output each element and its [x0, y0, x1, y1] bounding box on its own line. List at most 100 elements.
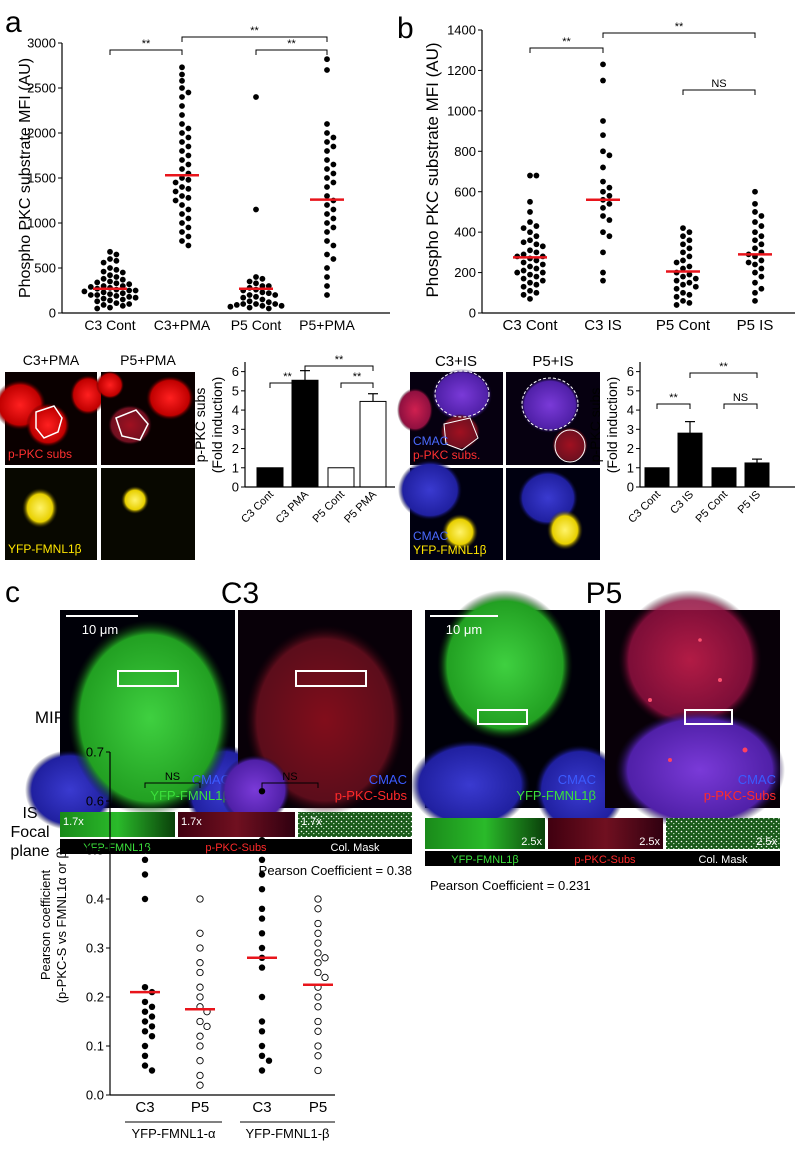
data-point: [314, 959, 322, 967]
significance-bracket: [529, 47, 604, 53]
data-point: [196, 983, 204, 991]
data-point: [324, 130, 330, 136]
strip-label: p-PKC-Subs: [574, 854, 636, 866]
data-point: [606, 152, 613, 159]
data-point: [258, 871, 266, 878]
data-point: [324, 251, 330, 258]
zoom-label: 1.7x: [301, 816, 322, 828]
data-point: [258, 837, 266, 844]
data-point: [686, 253, 693, 260]
data-point: [527, 287, 533, 294]
data-point: [246, 292, 253, 298]
data-point: [258, 1018, 266, 1025]
data-point: [324, 157, 330, 163]
significance-label: **: [675, 21, 684, 33]
x-tick-label: P5 Cont: [694, 489, 731, 526]
data-point: [141, 1062, 149, 1069]
data-point: [324, 238, 330, 244]
data-point: [185, 134, 192, 141]
data-point: [246, 298, 253, 305]
data-point: [600, 229, 606, 236]
data-point: [533, 172, 540, 179]
data-point: [141, 1028, 149, 1035]
data-point: [172, 197, 179, 204]
significance-bracket: [109, 49, 183, 55]
data-point: [527, 219, 533, 225]
data-point: [606, 184, 613, 191]
data-point: [752, 200, 758, 207]
data-point: [196, 895, 204, 903]
data-point: [606, 233, 613, 240]
data-point: [107, 265, 113, 271]
x-tick-label: P5 IS: [737, 317, 774, 334]
x-tick-label: C3 PMA: [274, 488, 312, 526]
significance-bracket: [689, 372, 758, 378]
data-point: [600, 132, 606, 139]
data-point: [185, 242, 192, 249]
data-point: [321, 973, 329, 982]
x-tick-label: C3 Cont: [84, 317, 135, 333]
data-point: [600, 269, 606, 276]
data-point: [107, 272, 113, 279]
data-point: [246, 304, 253, 311]
data-point: [758, 213, 765, 219]
y-axis-label: Phospho PKC substrate MFI (AU): [423, 42, 442, 297]
data-point: [246, 278, 253, 285]
bar: [291, 379, 319, 488]
group-label: YFP-FMNL1-α: [131, 1126, 216, 1141]
data-point: [330, 206, 337, 213]
significance-bracket: [144, 782, 201, 788]
y-tick-label: 6: [627, 364, 634, 379]
row-label: plane: [10, 843, 49, 860]
data-point: [758, 223, 765, 229]
data-point: [259, 302, 266, 309]
micrographs-b: C3+IS P5+IS CMAC p-PKC subs. CMAC YFP-FM…: [397, 353, 600, 560]
data-point: [179, 121, 185, 127]
significance-label: NS: [711, 78, 726, 90]
y-tick-label: 0: [49, 306, 56, 321]
data-point: [107, 256, 113, 262]
data-point: [314, 895, 322, 903]
stain-label: p-PKC-Subs: [335, 788, 408, 803]
data-point: [324, 56, 330, 63]
data-point: [259, 289, 266, 296]
data-point: [680, 281, 686, 288]
data-point: [680, 249, 686, 256]
data-point: [132, 287, 139, 294]
significance-bracket: [304, 365, 374, 371]
data-point: [100, 289, 107, 296]
data-point: [185, 161, 192, 168]
stain-label: CMAC: [738, 772, 776, 787]
x-tick-label: C3 IS: [584, 317, 622, 334]
data-point: [324, 220, 330, 226]
data-point: [758, 233, 765, 240]
significance-bracket: [181, 36, 328, 42]
data-point: [752, 289, 758, 296]
data-point: [141, 1008, 149, 1015]
data-point: [240, 294, 247, 301]
data-point: [752, 209, 758, 215]
data-point: [527, 263, 533, 270]
data-point: [179, 202, 185, 208]
data-point: [113, 300, 120, 306]
data-point: [680, 241, 686, 248]
data-point: [148, 1003, 156, 1010]
data-point: [527, 229, 533, 236]
data-point: [527, 247, 533, 254]
y-axis-label: p-PKC subs: [192, 388, 208, 463]
data-point: [87, 284, 94, 290]
data-point: [758, 273, 765, 280]
data-point: [533, 273, 540, 280]
data-point: [253, 301, 259, 307]
data-point: [314, 939, 322, 947]
data-point: [673, 259, 680, 266]
data-point: [752, 269, 758, 276]
y-tick-label: 400: [454, 225, 476, 240]
significance-label: **: [335, 354, 344, 366]
y-tick-label: 2: [627, 441, 634, 456]
data-point: [185, 152, 192, 159]
panel-letter: c: [5, 576, 20, 609]
data-point: [148, 1013, 156, 1020]
data-point: [324, 265, 330, 271]
data-point: [752, 237, 758, 244]
